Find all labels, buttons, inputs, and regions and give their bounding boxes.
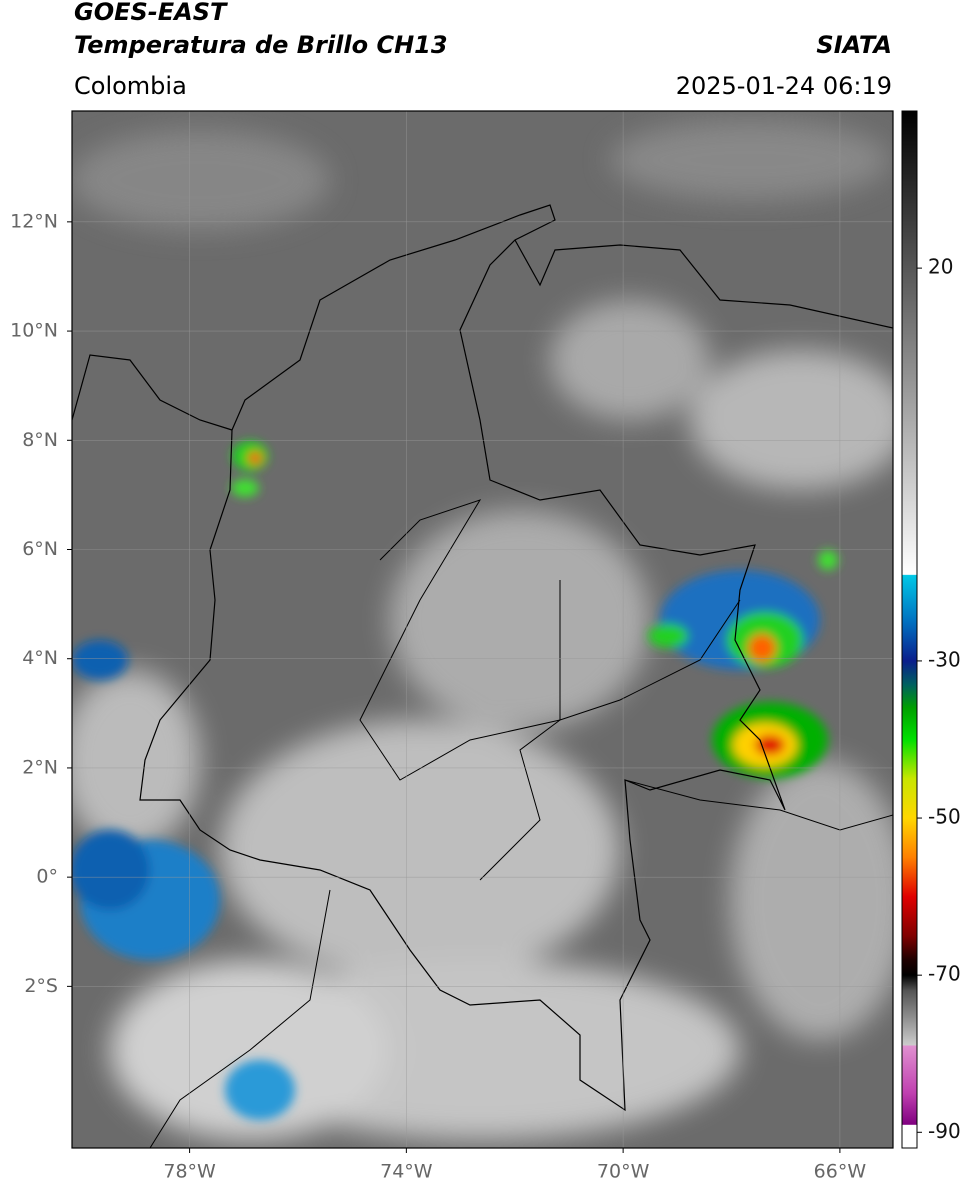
source: SIATA [816,31,892,59]
colorbar-tick-label: 20 [928,255,953,279]
colorbar-tick-label: -70 [928,962,961,986]
y-tick-label: 2°S [24,975,58,997]
graticule [72,111,893,1148]
datetime: 2025-01-24 06:19 [676,72,892,100]
satellite-image [72,111,893,1148]
colorbar-tick-label: -90 [928,1119,961,1143]
y-tick-label: 8°N [22,429,58,451]
x-tick-label: 66°W [814,1161,867,1183]
colorbar [901,110,918,1149]
y-tick-label: 10°N [10,320,58,342]
y-tick-label: 4°N [22,647,58,669]
y-tick-label: 6°N [22,538,58,560]
x-tick-label: 78°W [163,1161,216,1183]
colorbar-tick-label: -50 [928,805,961,829]
y-tick-label: 0° [36,866,58,888]
y-tick-label: 12°N [10,210,58,232]
x-tick-label: 70°W [597,1161,650,1183]
colorbar-tick-label: -30 [928,647,961,671]
title: GOES-EAST [74,0,228,26]
y-tick-label: 2°N [22,756,58,778]
map-frame [71,110,894,1149]
region: Colombia [74,72,187,100]
x-tick-label: 74°W [380,1161,433,1183]
subtitle: Temperatura de Brillo CH13 [74,31,448,59]
